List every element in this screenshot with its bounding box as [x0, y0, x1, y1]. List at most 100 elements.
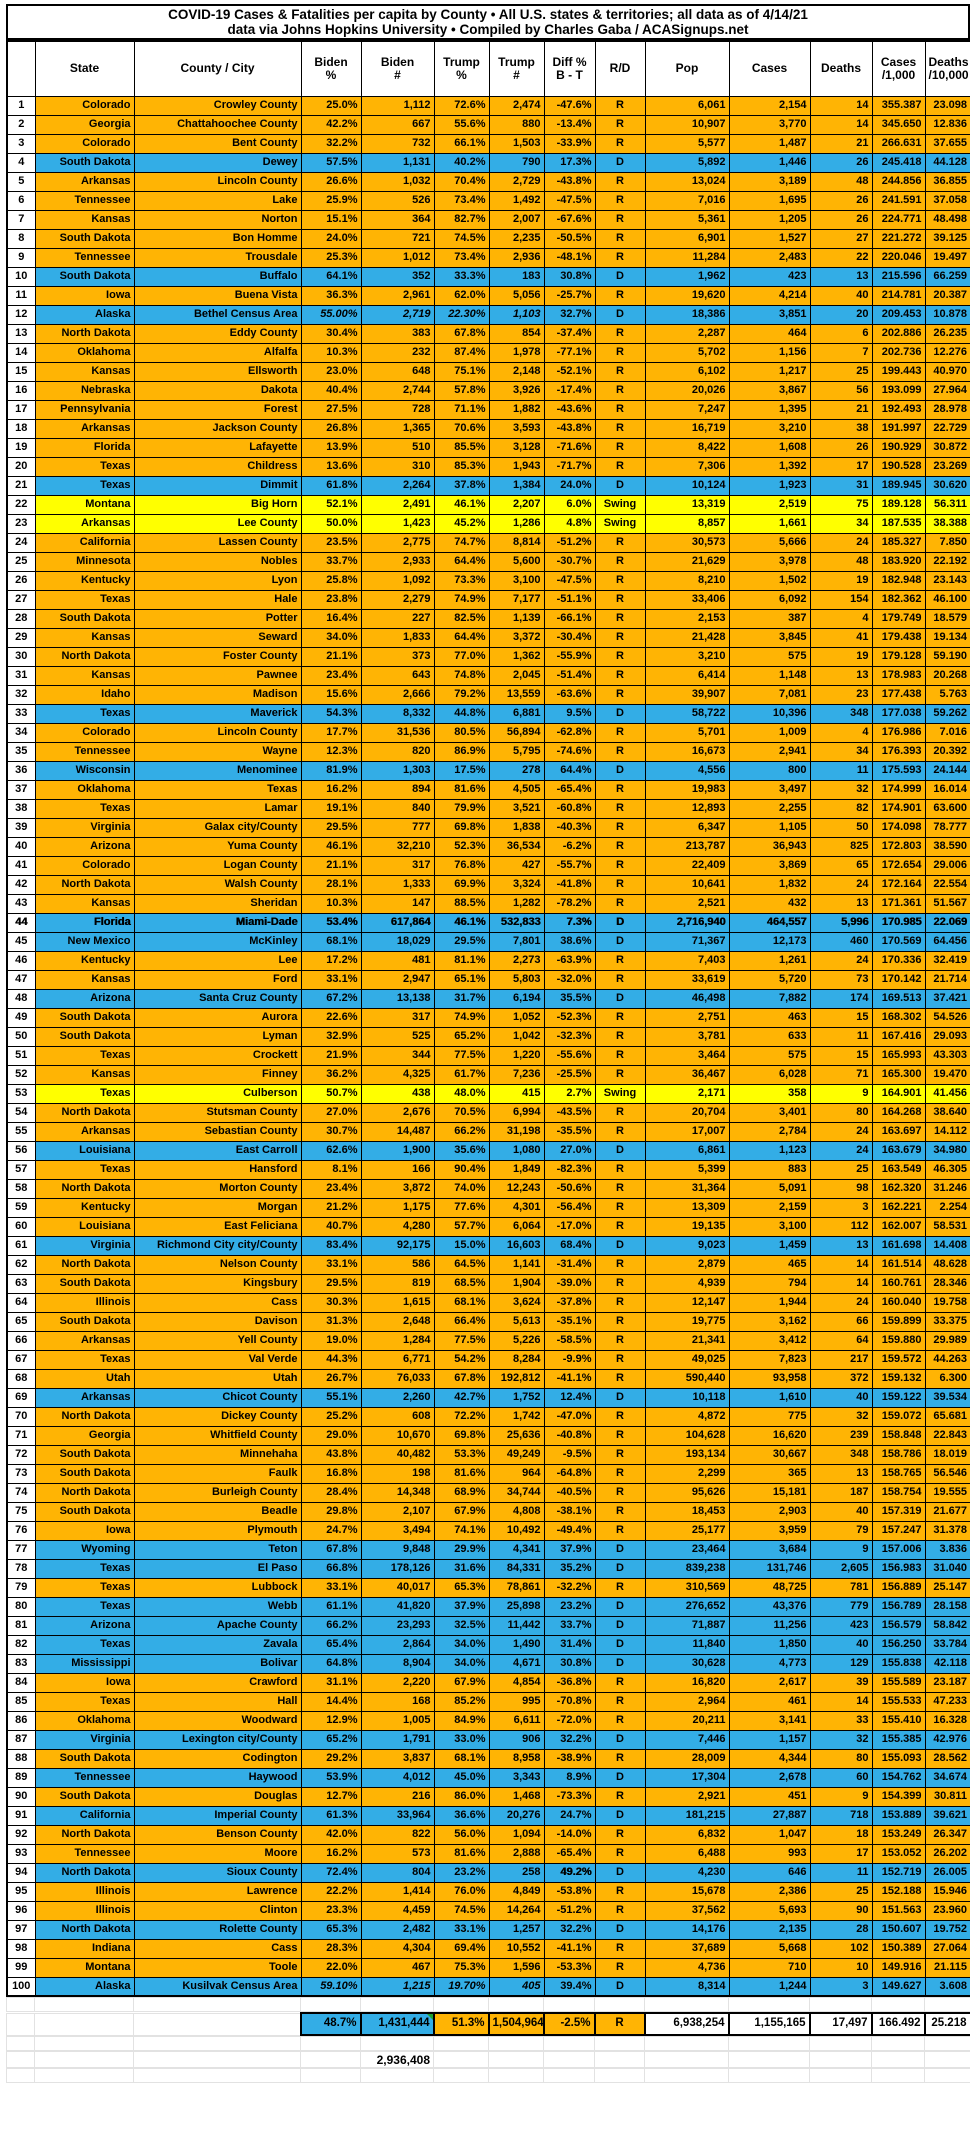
cell-per1k[interactable]: 161.514: [871, 1254, 926, 1275]
cell-state[interactable]: Wisconsin: [34, 760, 135, 781]
empty-cell[interactable]: [34, 2036, 134, 2051]
empty-cell[interactable]: [644, 2068, 729, 2083]
cell-per1k[interactable]: 156.889: [871, 1577, 926, 1598]
cell-biden_num[interactable]: 526: [360, 190, 435, 211]
cell-county[interactable]: Ford: [133, 969, 302, 990]
col-header-county[interactable]: County / City: [133, 40, 302, 97]
cell-trump_num[interactable]: 56,894: [488, 722, 545, 743]
cell-biden_pct[interactable]: 12.3%: [300, 741, 362, 762]
cell-cases[interactable]: 1,502: [728, 570, 811, 591]
cell-deaths[interactable]: 50: [809, 817, 873, 838]
cell-trump_num[interactable]: 1,042: [488, 1026, 545, 1047]
cell-rd[interactable]: R: [594, 418, 646, 439]
cell-deaths[interactable]: 11: [809, 1026, 873, 1047]
cell-county[interactable]: Lincoln County: [133, 171, 302, 192]
cell-pop[interactable]: 3,781: [644, 1026, 730, 1047]
cell-biden_num[interactable]: 1,012: [360, 247, 435, 268]
cell-cases[interactable]: 2,483: [728, 247, 811, 268]
cell-biden_num[interactable]: 216: [360, 1786, 435, 1807]
cell-state[interactable]: South Dakota: [34, 1786, 135, 1807]
cell-cases[interactable]: 1,527: [728, 228, 811, 249]
cell-state[interactable]: Texas: [34, 1558, 135, 1579]
empty-cell[interactable]: [6, 2068, 35, 2083]
cell-biden_num[interactable]: 777: [360, 817, 435, 838]
cell-biden_pct[interactable]: 21.2%: [300, 1197, 362, 1218]
cell-state[interactable]: Tennessee: [34, 1843, 135, 1864]
cell-per1k[interactable]: 172.164: [871, 874, 926, 895]
cell-county[interactable]: Culberson: [133, 1083, 302, 1104]
cell-pop[interactable]: 5,892: [644, 152, 730, 173]
empty-cell[interactable]: [433, 1997, 489, 2012]
cell-pop[interactable]: 104,628: [644, 1425, 730, 1446]
cell-per1k[interactable]: 158.765: [871, 1463, 926, 1484]
empty-cell[interactable]: [809, 1997, 872, 2012]
cell-biden_pct[interactable]: 44.3%: [300, 1349, 362, 1370]
cell-trump_pct[interactable]: 70.5%: [433, 1102, 490, 1123]
cell-biden_pct[interactable]: 50.0%: [300, 513, 362, 534]
cell-per10k[interactable]: 19.555: [924, 1482, 970, 1503]
cell-pop[interactable]: 7,403: [644, 950, 730, 971]
cell-cases[interactable]: 2,135: [728, 1919, 811, 1940]
cell-biden_pct[interactable]: 26.8%: [300, 418, 362, 439]
cell-deaths[interactable]: 18: [809, 1824, 873, 1845]
cell-deaths[interactable]: 90: [809, 1900, 873, 1921]
cell-cases[interactable]: 575: [728, 646, 811, 667]
cell-county[interactable]: Douglas: [133, 1786, 302, 1807]
cell-trump_num[interactable]: 2,474: [488, 95, 545, 116]
cell-county[interactable]: East Feliciana: [133, 1216, 302, 1237]
cell-cases[interactable]: 2,255: [728, 798, 811, 819]
cell-deaths[interactable]: 26: [809, 437, 873, 458]
cell-state[interactable]: South Dakota: [34, 1026, 135, 1047]
cell-trump_num[interactable]: 16,603: [488, 1235, 545, 1256]
cell-trump_num[interactable]: 278: [488, 760, 545, 781]
cell-rd[interactable]: R: [594, 1349, 646, 1370]
cell-biden_pct[interactable]: 29.5%: [300, 1273, 362, 1294]
cell-cases[interactable]: 1,156: [728, 342, 811, 363]
cell-biden_pct[interactable]: 36.2%: [300, 1064, 362, 1085]
cell-per10k[interactable]: 39.621: [924, 1805, 970, 1826]
cell-per1k[interactable]: 158.786: [871, 1444, 926, 1465]
cell-state[interactable]: Florida: [34, 437, 135, 458]
cell-trump_num[interactable]: 4,505: [488, 779, 545, 800]
cell-cases[interactable]: 12,173: [728, 931, 811, 952]
cell-county[interactable]: Val Verde: [133, 1349, 302, 1370]
cell-cases[interactable]: 463: [728, 1007, 811, 1028]
cell-rd[interactable]: R: [594, 1843, 646, 1864]
cell-trump_num[interactable]: 6,194: [488, 988, 545, 1009]
cell-county[interactable]: Lyman: [133, 1026, 302, 1047]
cell-county[interactable]: Whitfield County: [133, 1425, 302, 1446]
cell-trump_pct[interactable]: 29.9%: [433, 1539, 490, 1560]
cell-per10k[interactable]: 31.378: [924, 1520, 970, 1541]
cell-county[interactable]: Lincoln County: [133, 722, 302, 743]
cell-deaths[interactable]: 33: [809, 1710, 873, 1731]
cell-rd[interactable]: R: [594, 95, 646, 116]
cell-per1k[interactable]: 179.128: [871, 646, 926, 667]
cell-biden_num[interactable]: 2,491: [360, 494, 435, 515]
cell-diff[interactable]: 64.4%: [543, 760, 596, 781]
col-header-per10k[interactable]: Deaths/10,000: [924, 40, 970, 97]
cell-state[interactable]: Virginia: [34, 817, 135, 838]
cell-pop[interactable]: 21,629: [644, 551, 730, 572]
cell-state[interactable]: Tennessee: [34, 1767, 135, 1788]
cell-trump_pct[interactable]: 77.0%: [433, 646, 490, 667]
cell-rd[interactable]: R: [594, 1254, 646, 1275]
cell-county[interactable]: Apache County: [133, 1615, 302, 1636]
cell-per1k[interactable]: 171.361: [871, 893, 926, 914]
cell-biden_pct[interactable]: 66.8%: [300, 1558, 362, 1579]
cell-deaths[interactable]: 40: [809, 1501, 873, 1522]
cell-num[interactable]: 27: [6, 589, 36, 610]
cell-per1k[interactable]: 159.132: [871, 1368, 926, 1389]
cell-num[interactable]: 81: [6, 1615, 36, 1636]
cell-deaths[interactable]: 14: [809, 95, 873, 116]
cell-biden_pct[interactable]: 22.6%: [300, 1007, 362, 1028]
cell-num[interactable]: 91: [6, 1805, 36, 1826]
cell-trump_pct[interactable]: 53.3%: [433, 1444, 490, 1465]
cell-diff[interactable]: -39.0%: [543, 1273, 596, 1294]
cell-per1k[interactable]: 199.443: [871, 361, 926, 382]
cell-biden_num[interactable]: 525: [360, 1026, 435, 1047]
cell-diff[interactable]: -40.8%: [543, 1425, 596, 1446]
cell-county[interactable]: Foster County: [133, 646, 302, 667]
cell-state[interactable]: North Dakota: [34, 874, 135, 895]
cell-deaths[interactable]: 25: [809, 1159, 873, 1180]
cell-deaths[interactable]: 40: [809, 1634, 873, 1655]
